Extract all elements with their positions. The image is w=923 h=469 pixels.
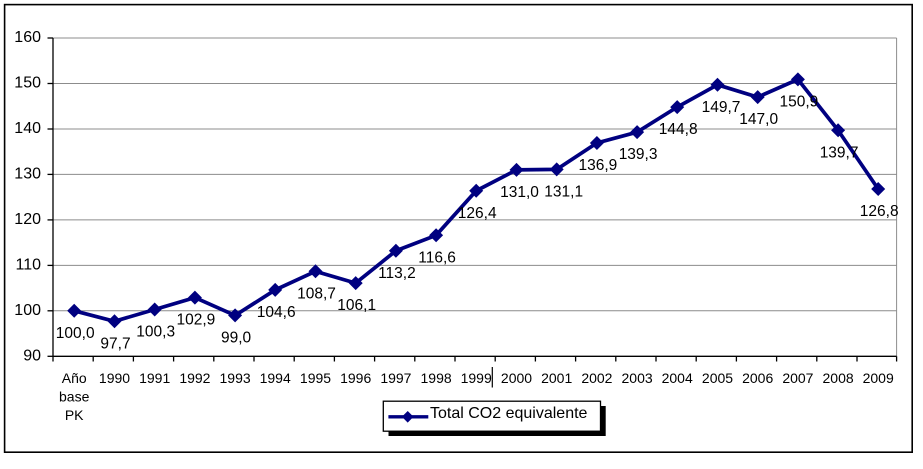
svg-text:100,3: 100,3 [136,324,175,341]
svg-text:1993: 1993 [220,370,251,386]
svg-text:Total CO2 equivalente: Total CO2 equivalente [430,405,588,422]
svg-text:160: 160 [14,29,41,46]
svg-text:144,8: 144,8 [659,121,698,138]
svg-text:97,7: 97,7 [100,335,130,352]
svg-text:2003: 2003 [622,370,653,386]
svg-text:2002: 2002 [581,370,612,386]
svg-text:1997: 1997 [380,370,411,386]
svg-text:2008: 2008 [823,370,854,386]
svg-text:1990: 1990 [99,370,130,386]
svg-text:2007: 2007 [782,370,813,386]
svg-text:130: 130 [14,166,41,183]
svg-text:1998: 1998 [421,370,452,386]
svg-text:1999: 1999 [461,370,492,386]
svg-text:104,6: 104,6 [257,304,296,321]
svg-text:2000: 2000 [501,370,532,386]
svg-text:139,7: 139,7 [820,144,859,161]
svg-text:2006: 2006 [742,370,773,386]
svg-text:1996: 1996 [340,370,371,386]
svg-text:139,3: 139,3 [619,146,658,163]
svg-text:Año: Año [62,370,87,386]
svg-text:base: base [59,389,90,405]
svg-text:102,9: 102,9 [177,312,216,329]
svg-text:120: 120 [14,211,41,228]
svg-text:99,0: 99,0 [221,329,252,346]
svg-text:PK: PK [65,407,84,423]
svg-text:110: 110 [15,257,41,274]
svg-text:131,0: 131,0 [500,184,539,201]
svg-text:1995: 1995 [300,370,331,386]
svg-text:100,0: 100,0 [56,325,95,342]
svg-text:140: 140 [14,120,41,137]
svg-text:2009: 2009 [863,370,894,386]
svg-text:108,7: 108,7 [297,285,336,302]
svg-text:2004: 2004 [662,370,693,386]
svg-text:113,2: 113,2 [378,265,416,282]
svg-text:90: 90 [23,348,41,365]
svg-text:1994: 1994 [260,370,291,386]
svg-text:126,8: 126,8 [860,203,899,220]
svg-text:100: 100 [14,302,41,319]
svg-text:136,9: 136,9 [579,157,618,174]
svg-text:1992: 1992 [179,370,210,386]
svg-text:2005: 2005 [702,370,733,386]
svg-text:1991: 1991 [139,370,170,386]
svg-text:147,0: 147,0 [739,111,778,128]
svg-text:149,7: 149,7 [702,99,741,116]
svg-text:131,1: 131,1 [544,183,583,200]
svg-text:126,4: 126,4 [458,205,497,222]
svg-text:116,6: 116,6 [418,249,456,266]
svg-text:2001: 2001 [541,370,572,386]
svg-text:150,9: 150,9 [780,93,819,110]
svg-text:150: 150 [14,75,41,92]
svg-text:106,1: 106,1 [337,297,376,314]
